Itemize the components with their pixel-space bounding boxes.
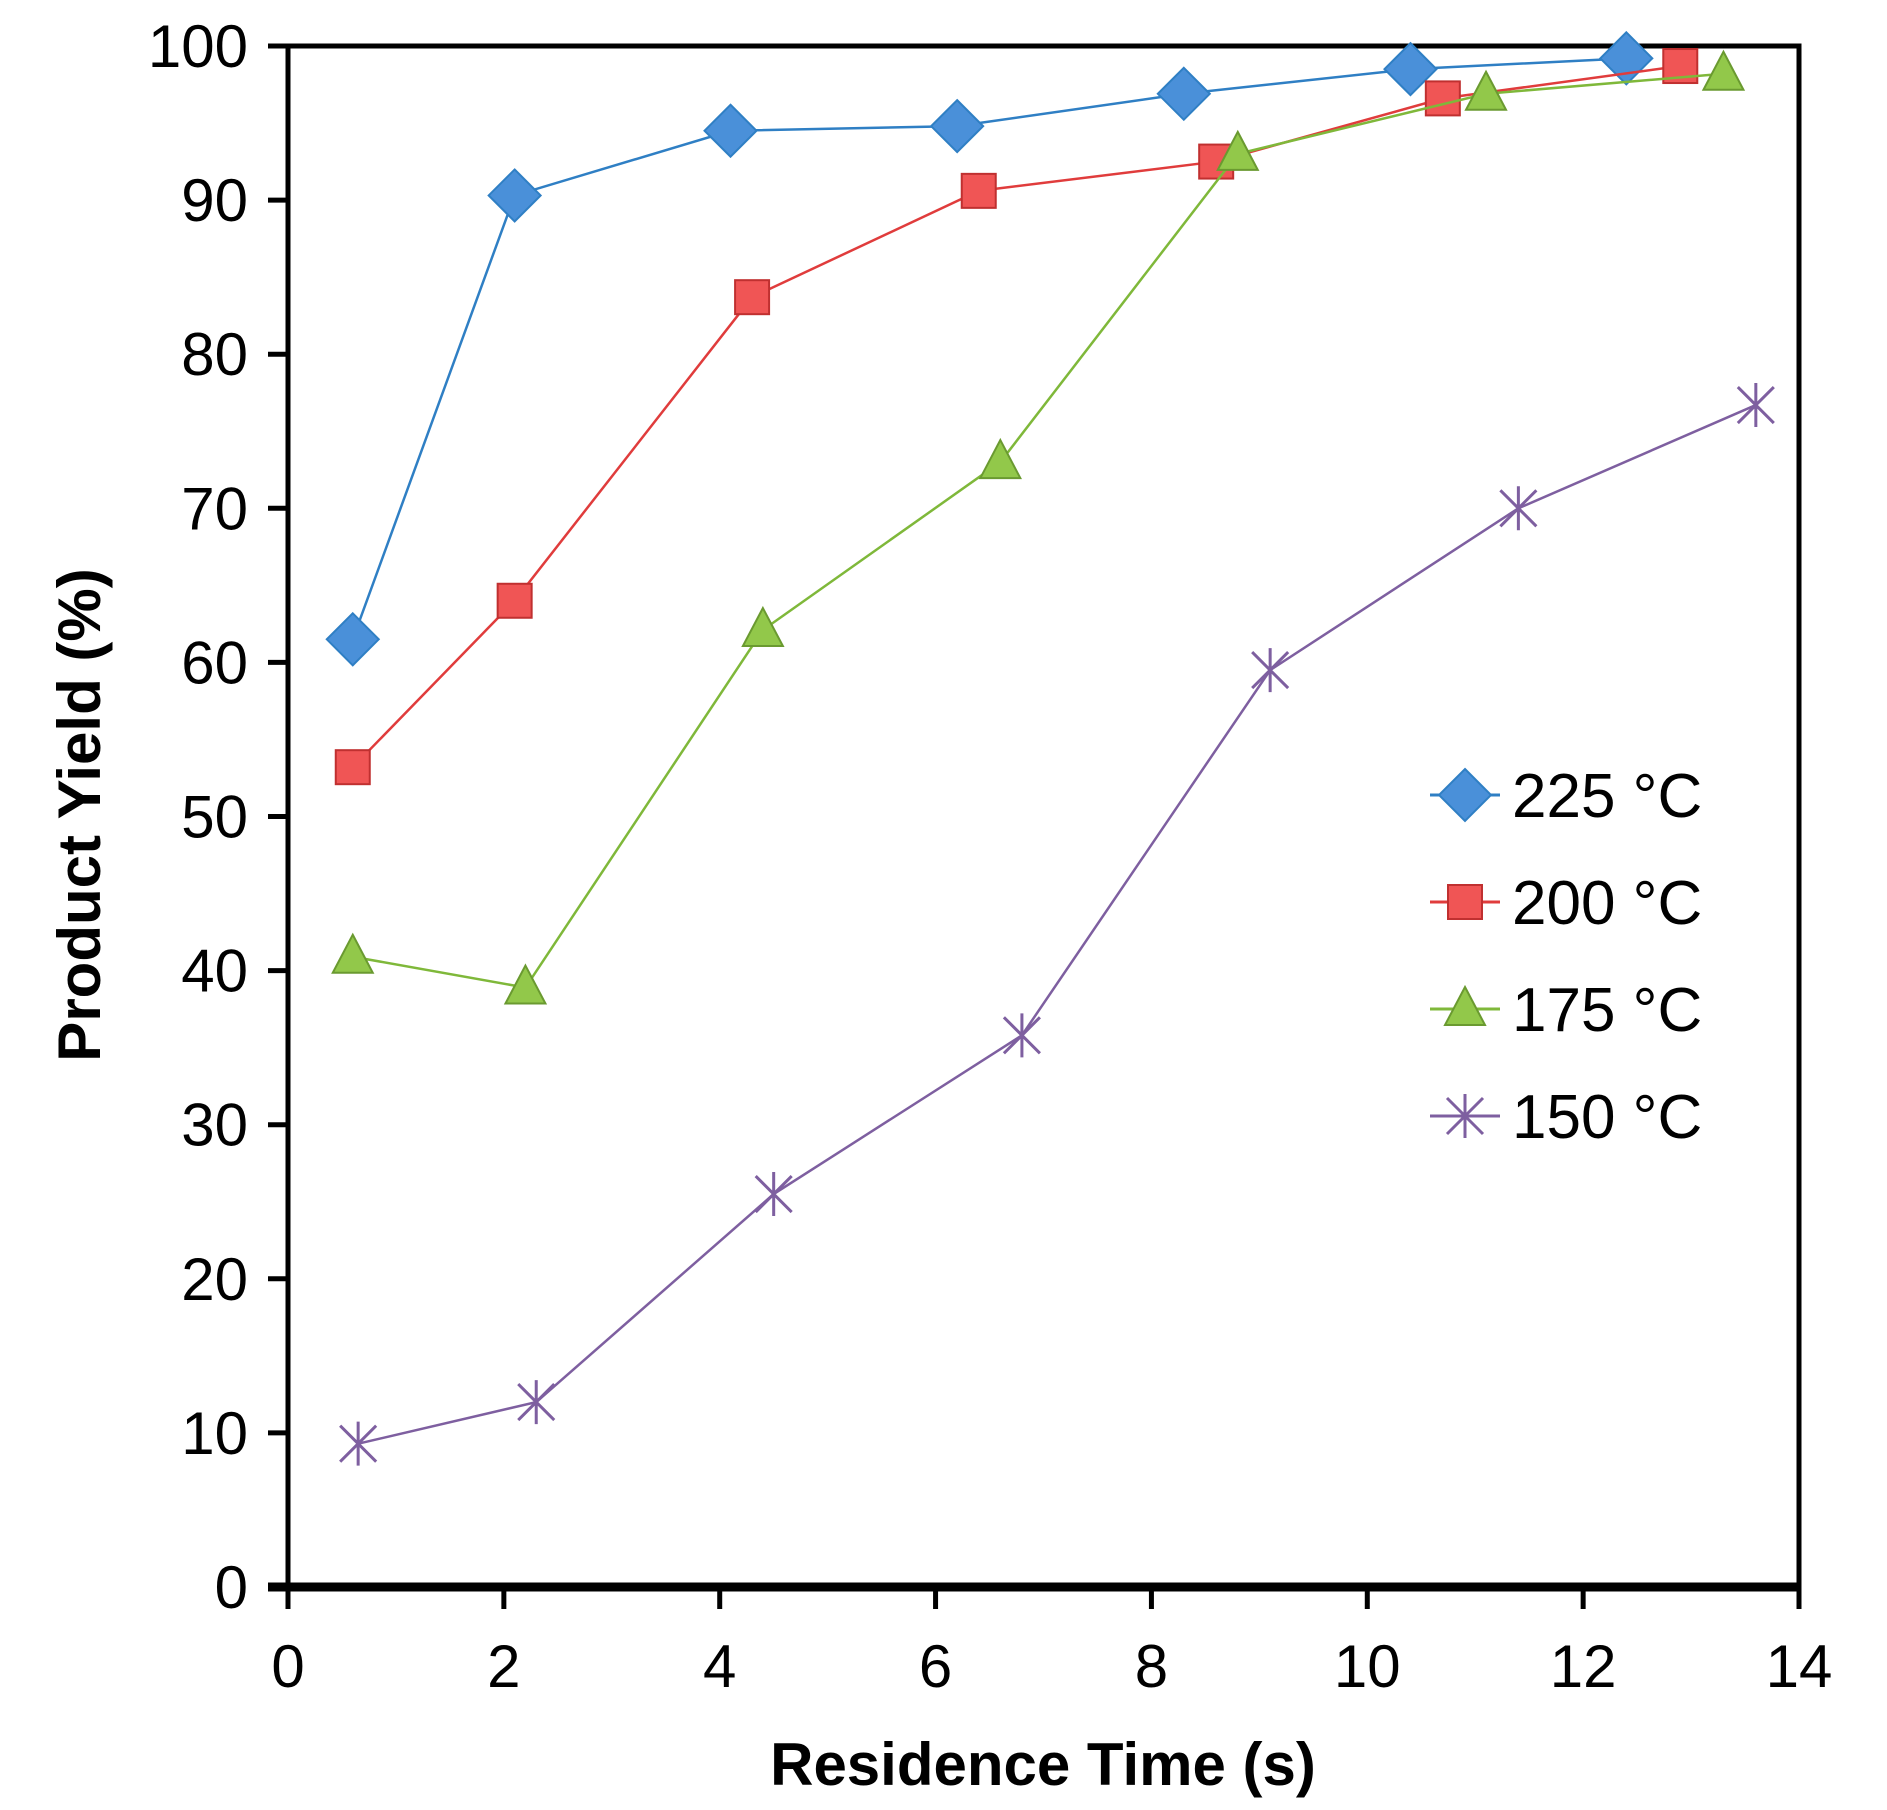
legend-label: 225 °C [1512,762,1702,831]
data-point [703,103,758,159]
x-tick-label: 14 [1766,1633,1833,1700]
data-point [325,611,381,667]
y-axis-label: Product Yield (%) [46,568,113,1061]
x-mark [1736,383,1775,428]
y-tick-label: 50 [181,784,248,851]
data-point [1251,648,1290,693]
data-point [929,98,985,154]
x-tick-label: 12 [1550,1633,1617,1700]
x-mark [1251,648,1290,693]
data-point [741,605,785,648]
series-175 [331,49,1746,1005]
data-point [1383,41,1438,97]
data-point [503,963,548,1005]
data-point [517,1380,556,1425]
series-line [351,64,1681,769]
data-point [1216,129,1260,171]
y-tick-label: 0 [215,1554,248,1621]
series-200 [334,48,1699,786]
y-tick-label: 90 [181,167,248,234]
data-point [339,1421,378,1466]
x-mark [339,1421,378,1466]
legend-marker [1443,984,1487,1026]
y-tick-label: 80 [181,321,248,388]
data-point [960,172,997,209]
data-point [734,279,771,316]
y-tick-label: 10 [181,1400,248,1467]
y-tick-label: 100 [148,13,248,80]
legend-label: 200 °C [1512,869,1702,938]
x-tick-label: 6 [919,1633,952,1700]
legend-item: 225 °C [1430,762,1702,831]
data-point [1464,69,1508,111]
data-point [331,932,375,974]
x-tick-label: 8 [1135,1633,1168,1700]
data-point [1736,383,1775,428]
legend-marker [1437,767,1493,823]
x-mark [1445,1094,1485,1138]
data-point [1424,80,1461,117]
legend-item: 175 °C [1430,976,1702,1045]
legend-marker [1447,884,1483,920]
series-225 [325,30,1654,667]
data-point [978,437,1022,480]
legend-item: 200 °C [1430,869,1702,938]
legend-label: 175 °C [1512,976,1702,1045]
data-point [1598,30,1654,86]
data-point [754,1172,793,1217]
data-point [1499,486,1538,531]
data-point [496,582,533,619]
x-mark [1002,1013,1041,1058]
y-tick-label: 20 [181,1246,248,1313]
x-tick-label: 10 [1334,1633,1401,1700]
legend-label: 150 °C [1512,1083,1702,1152]
legend-marker [1445,1094,1485,1138]
y-tick-label: 70 [181,475,248,542]
legend-item: 150 °C [1430,1083,1702,1152]
y-tick-label: 40 [181,938,248,1005]
data-point [334,749,371,786]
data-point [1156,66,1212,122]
x-mark [754,1172,793,1217]
data-point [487,168,543,223]
y-tick-label: 60 [181,629,248,696]
x-tick-label: 2 [487,1633,520,1700]
series-150 [339,383,1775,1466]
y-tick-label: 30 [181,1092,248,1159]
data-point [1002,1013,1041,1058]
series-line [351,57,1627,640]
data-point [1701,49,1746,91]
x-mark [517,1380,556,1425]
x-axis-label: Residence Time (s) [770,1731,1316,1798]
x-tick-label: 4 [703,1633,736,1700]
x-tick-label: 0 [271,1633,304,1700]
series-line [352,72,1724,989]
x-mark [1499,486,1538,531]
